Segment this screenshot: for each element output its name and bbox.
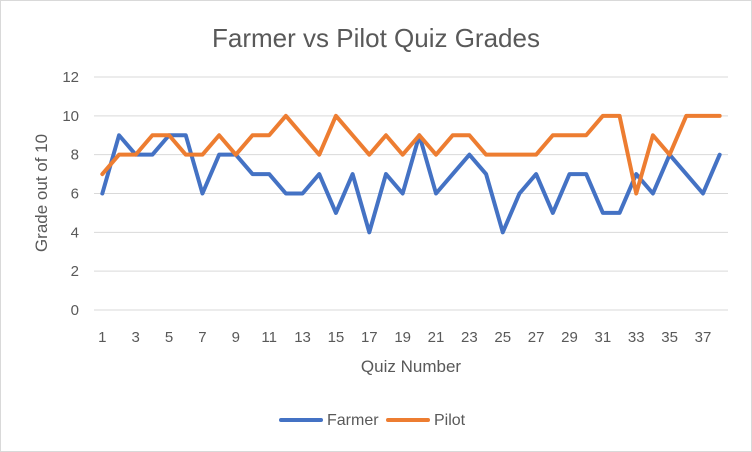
y-tick-label: 12 [62,69,79,86]
y-axis-ticks: 0 2 4 6 8 10 12 [62,69,79,319]
x-tick-label: 11 [261,329,277,346]
y-tick-label: 8 [71,147,79,164]
x-tick-label: 1 [98,329,106,346]
chart-title: Farmer vs Pilot Quiz Grades [212,23,540,53]
x-tick-label: 7 [198,329,206,346]
x-tick-label: 23 [461,329,478,346]
y-axis-label: Grade out of 10 [32,134,51,252]
y-tick-label: 10 [62,108,79,125]
y-tick-label: 6 [71,186,79,203]
y-tick-label: 4 [71,224,79,241]
legend-label-pilot: Pilot [434,412,466,429]
x-tick-label: 35 [661,329,678,346]
x-tick-label: 21 [428,329,445,346]
y-tick-label: 0 [71,302,79,319]
x-tick-label: 29 [561,329,578,346]
x-tick-label: 27 [528,329,545,346]
series-line-farmer [100,133,722,235]
x-tick-label: 31 [595,329,612,346]
y-tick-label: 2 [71,263,79,280]
x-tick-label: 5 [165,329,173,346]
x-tick-label: 13 [294,329,311,346]
series-line-pilot [100,113,722,196]
x-tick-label: 9 [232,329,240,346]
x-tick-label: 3 [132,329,140,346]
x-axis-label: Quiz Number [361,357,461,376]
x-tick-label: 19 [394,329,411,346]
x-tick-label: 15 [328,329,345,346]
x-axis-ticks: 1 3 5 7 9 11 13 15 17 19 21 23 25 27 29 31 33 35 37 [98,329,711,346]
series-lines [100,113,722,235]
x-tick-label: 33 [628,329,645,346]
x-tick-label: 37 [695,329,712,346]
legend: Farmer Pilot [279,412,466,429]
x-tick-label: 25 [494,329,511,346]
gridlines [94,76,728,311]
legend-label-farmer: Farmer [327,412,379,429]
x-tick-label: 17 [361,329,378,346]
